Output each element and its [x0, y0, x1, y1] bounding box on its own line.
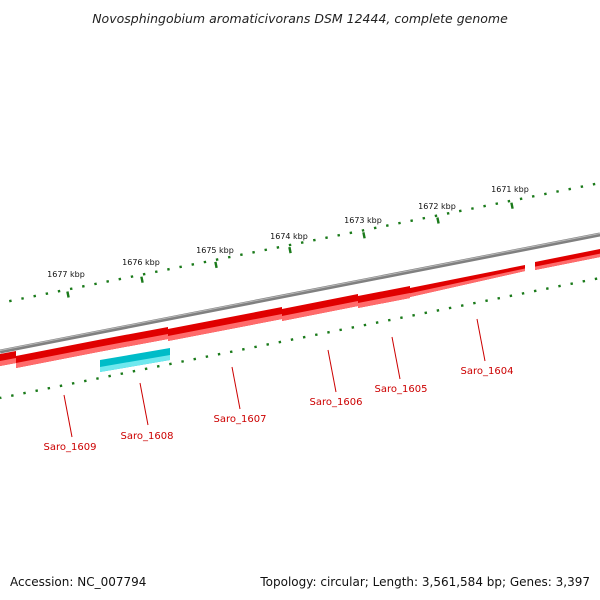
inner-scale-dotted-line	[0, 276, 600, 400]
gene-arrow-highlight	[358, 292, 410, 308]
scale-tick-major	[66, 291, 70, 298]
scale-tick-major	[140, 276, 144, 283]
gene-label-leader	[231, 366, 241, 410]
scale-tick-label: 1676 kbp	[122, 258, 160, 267]
gene-arrow-highlight	[100, 354, 170, 372]
scale-tick-major	[214, 261, 218, 269]
accession-text: Accession: NC_007794	[10, 575, 146, 589]
gene-arrow-highlight	[535, 253, 600, 270]
topology-text: Topology: circular; Length: 3,561,584 bp…	[259, 575, 590, 589]
gene-label-leader	[139, 382, 149, 426]
gene-label[interactable]: Saro_1609	[44, 442, 97, 453]
gene-label[interactable]: Saro_1605	[375, 384, 428, 395]
scale-tick-label: 1675 kbp	[196, 246, 234, 255]
gene-label[interactable]: Saro_1604	[461, 366, 514, 377]
outer-scale-dotted-line	[0, 181, 600, 305]
gene-labels: Saro_1609 Saro_1608 Saro_1607 Saro_1606 …	[44, 318, 514, 453]
scale-tick-major	[362, 232, 366, 239]
gene-label-leader	[391, 336, 401, 380]
scale-tick-label: 1671 kbp	[491, 185, 529, 194]
map-title: Novosphingobium aromaticivorans DSM 1244…	[92, 11, 508, 26]
gene-label[interactable]: Saro_1606	[310, 397, 363, 408]
gene-label-leader	[63, 394, 73, 438]
scale-tick-label: 1672 kbp	[418, 202, 456, 211]
backbone-line	[0, 232, 600, 354]
forward-gene-track	[0, 249, 600, 368]
gene-label-leader	[476, 318, 486, 362]
backbone-highlight	[0, 233, 600, 351]
gene-arrow-highlight	[98, 333, 168, 352]
inner-scale-track	[0, 276, 600, 400]
outer-scale-track: 1677 kbp 1676 kbp 1675 kbp 1674 kbp 1673…	[0, 181, 600, 305]
reverse-gene-track	[100, 348, 170, 372]
scale-tick-major	[288, 246, 292, 254]
scale-tick-label: 1673 kbp	[344, 216, 382, 225]
gene-label[interactable]: Saro_1608	[121, 431, 174, 442]
gene-arrow-highlight	[0, 357, 16, 366]
gene-label-leader	[327, 349, 337, 393]
scale-tick-label: 1677 kbp	[47, 270, 85, 279]
gene-arrow-highlight	[168, 313, 282, 341]
scale-tick-major	[436, 217, 440, 224]
backbone	[0, 232, 600, 354]
gene-arrow-highlight	[410, 268, 525, 297]
scale-tick-major	[510, 202, 514, 209]
scale-tick-label: 1674 kbp	[270, 232, 308, 241]
gene-label[interactable]: Saro_1607	[214, 414, 267, 425]
gene-arrow-highlight	[282, 300, 358, 321]
gene-arrow-highlight	[16, 346, 98, 368]
